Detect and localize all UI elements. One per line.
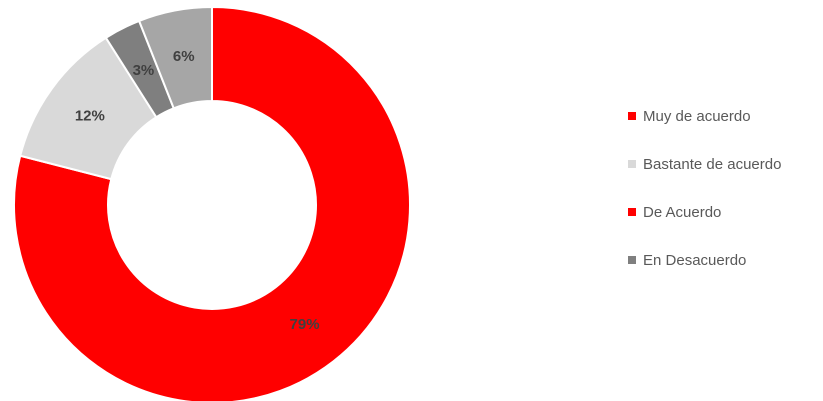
legend-label-3: En Desacuerdo [643, 251, 747, 269]
slice-4 [137, 5, 213, 110]
legend-label-0: Muy de acuerdo [643, 107, 751, 125]
legend: Muy de acuerdo Bastante de acuerdo De Acue… [628, 104, 781, 296]
legend-swatch-1 [628, 160, 636, 168]
slice-label-1: 12% [75, 108, 105, 125]
legend-item-0: Muy de acuerdo [628, 104, 781, 128]
legend-label-2: De Acuerdo [643, 203, 722, 221]
legend-swatch-2 [628, 208, 636, 216]
legend-item-2: De Acuerdo [628, 200, 781, 224]
legend-swatch-0 [628, 112, 636, 120]
slice-label-0: 79% [290, 316, 320, 333]
slice-label-3: 3% [133, 62, 155, 79]
legend-item-1: Bastante de acuerdo [628, 152, 781, 176]
legend-swatch-3 [628, 256, 636, 264]
legend-item-3: En Desacuerdo [628, 248, 781, 272]
legend-label-1: Bastante de acuerdo [643, 155, 782, 173]
slice-0 [13, 5, 411, 401]
slice-label-4: 6% [173, 48, 195, 65]
